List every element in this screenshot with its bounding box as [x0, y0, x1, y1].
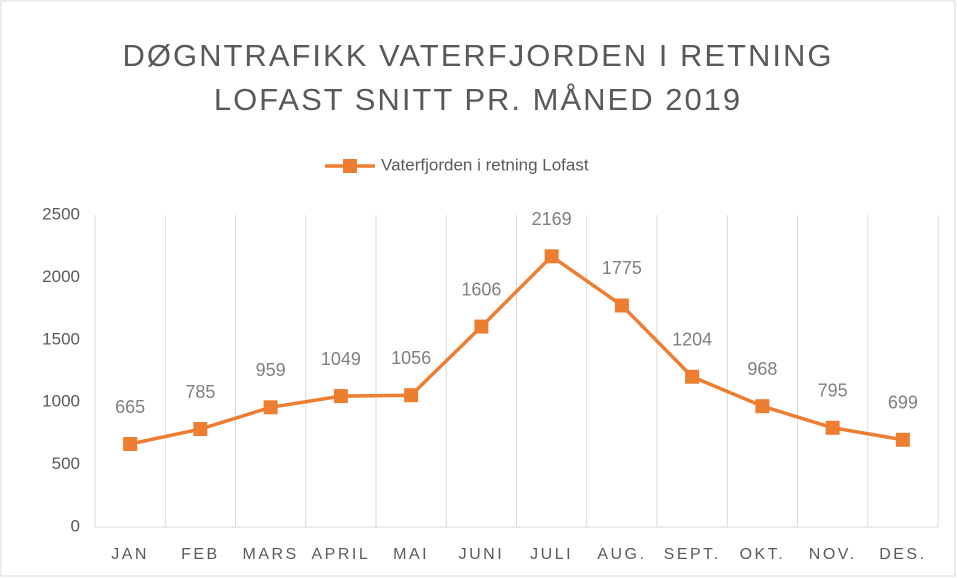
- y-tick-label: 2500: [42, 204, 80, 223]
- y-tick-label: 1000: [42, 392, 80, 411]
- data-point: [404, 388, 419, 403]
- data-label: 795: [818, 381, 848, 401]
- x-tick-label: DES.: [879, 546, 926, 563]
- data-label: 699: [888, 393, 918, 413]
- data-label: 2169: [532, 209, 572, 229]
- x-tick-label: JULI: [530, 546, 573, 563]
- x-tick-label: AUG.: [597, 546, 646, 563]
- x-tick-label: JUNI: [459, 546, 505, 563]
- legend-marker: [343, 159, 357, 173]
- x-tick-label: NOV.: [809, 546, 857, 563]
- data-point: [825, 420, 840, 435]
- data-label: 1204: [672, 329, 712, 349]
- data-point: [193, 422, 208, 437]
- data-label: 968: [747, 359, 777, 379]
- y-tick-label: 0: [71, 516, 80, 535]
- series-line: [129, 254, 904, 446]
- data-label: 1606: [461, 279, 501, 299]
- data-label: 1775: [602, 258, 642, 278]
- legend-label: Vaterfjorden i retning Lofast: [381, 155, 589, 174]
- x-tick-label: SEPT.: [664, 546, 721, 563]
- y-tick-label: 500: [52, 454, 80, 473]
- y-tick-label: 1500: [42, 329, 80, 348]
- x-tick-label: FEB: [181, 546, 220, 563]
- data-point: [544, 249, 559, 264]
- data-label: 665: [115, 397, 145, 417]
- x-tick-label: MAI: [393, 546, 429, 563]
- data-label: 1049: [321, 349, 361, 369]
- x-tick-label: APRIL: [312, 546, 371, 563]
- data-point: [614, 298, 629, 313]
- data-point: [755, 399, 770, 414]
- x-tick-label: JAN: [111, 546, 149, 563]
- chart-title: DØGNTRAFIKK VATERFJORDEN I RETNING: [123, 38, 834, 73]
- data-point: [685, 369, 700, 384]
- data-point: [123, 437, 138, 452]
- data-label: 1056: [391, 348, 431, 368]
- y-tick-label: 2000: [42, 267, 80, 286]
- chart-title: LOFAST SNITT PR. MÅNED 2019: [214, 82, 742, 117]
- x-tick-label: MARS: [243, 546, 299, 563]
- data-point: [263, 400, 278, 415]
- x-tick-label: OKT.: [740, 546, 786, 563]
- data-label: 959: [256, 360, 286, 380]
- data-point: [474, 319, 489, 334]
- data-label: 785: [185, 382, 215, 402]
- data-point: [333, 389, 348, 404]
- data-point: [895, 432, 910, 447]
